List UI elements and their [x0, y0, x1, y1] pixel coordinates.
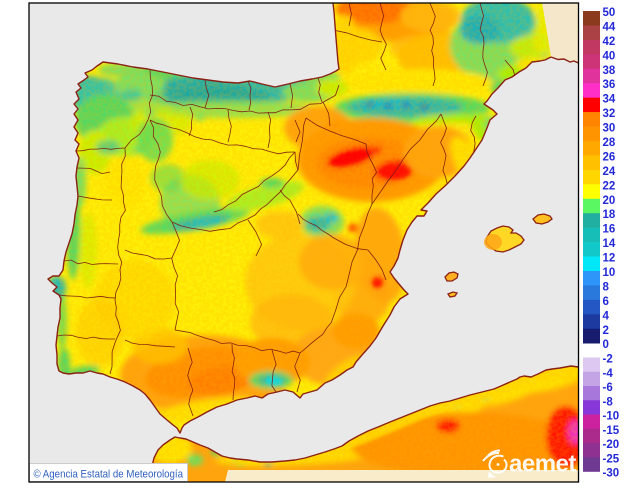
svg-text:-20: -20 — [603, 439, 620, 451]
svg-text:18: 18 — [603, 209, 616, 221]
svg-text:-25: -25 — [603, 453, 620, 465]
svg-text:-6: -6 — [603, 382, 613, 394]
svg-text:40: 40 — [603, 50, 616, 62]
svg-text:36: 36 — [603, 79, 616, 91]
svg-text:12: 12 — [603, 253, 616, 265]
svg-text:50: 50 — [603, 7, 616, 19]
svg-text:-8: -8 — [603, 396, 614, 408]
svg-text:34: 34 — [603, 94, 616, 106]
svg-text:20: 20 — [603, 195, 616, 207]
svg-text:aemet: aemet — [509, 451, 576, 478]
svg-text:26: 26 — [603, 151, 616, 163]
svg-text:© Agencia Estatal de Meteorolo: © Agencia Estatal de Meteorología — [34, 468, 184, 480]
svg-text:38: 38 — [603, 65, 616, 77]
svg-text:-4: -4 — [603, 368, 614, 380]
svg-text:22: 22 — [603, 180, 616, 192]
svg-text:0: 0 — [603, 339, 609, 351]
svg-text:10: 10 — [603, 267, 616, 279]
svg-text:32: 32 — [603, 108, 616, 120]
svg-text:14: 14 — [603, 238, 616, 250]
svg-text:-30: -30 — [603, 468, 620, 480]
svg-text:24: 24 — [603, 166, 616, 178]
svg-text:4: 4 — [603, 310, 610, 322]
svg-text:28: 28 — [603, 137, 616, 149]
svg-text:2: 2 — [603, 325, 609, 337]
svg-text:30: 30 — [603, 123, 616, 135]
svg-text:42: 42 — [603, 36, 616, 48]
svg-text:-2: -2 — [603, 354, 613, 366]
svg-text:44: 44 — [603, 21, 616, 33]
svg-text:8: 8 — [603, 281, 610, 293]
svg-text:-10: -10 — [603, 411, 620, 423]
svg-text:6: 6 — [603, 296, 609, 308]
svg-text:16: 16 — [603, 224, 616, 236]
svg-text:-15: -15 — [603, 425, 620, 437]
